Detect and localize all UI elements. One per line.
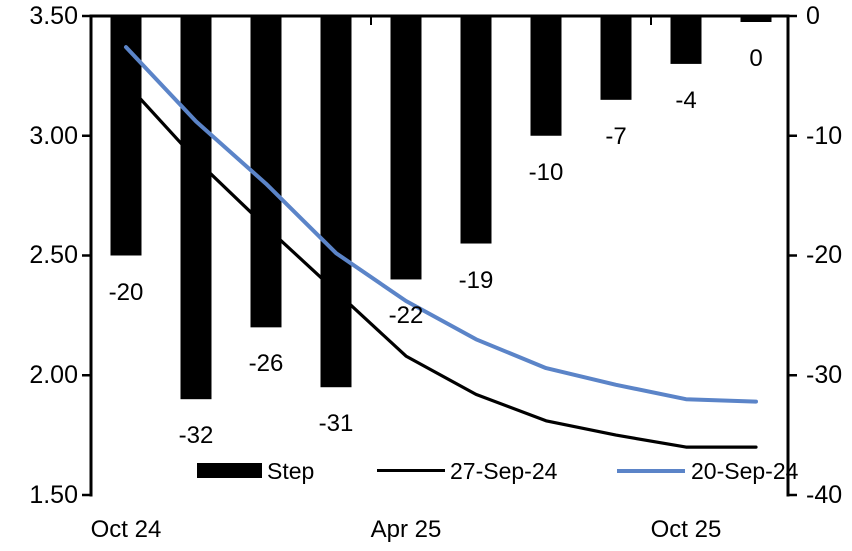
- left-axis-tick-label: 3.50: [29, 2, 78, 30]
- bar-value-label: -7: [605, 122, 627, 150]
- legend-swatch-27-sep-24: [377, 469, 445, 472]
- right-axis-tick-label: 0: [806, 2, 820, 30]
- left-axis-tick-label: 1.50: [29, 481, 78, 509]
- line-20-sep-24: [124, 45, 758, 404]
- bar-step: [250, 16, 282, 328]
- bar-step: [670, 16, 702, 64]
- x-axis-tick-label: Oct 25: [650, 516, 722, 543]
- right-axis-tick-label: -20: [806, 241, 843, 269]
- bar-value-label: 0: [749, 45, 763, 72]
- bar-step: [740, 16, 772, 22]
- bar-step: [600, 16, 632, 100]
- bar-value-label: -20: [108, 278, 144, 306]
- right-axis-tick-label: -40: [806, 481, 843, 509]
- bar-value-label: -22: [388, 302, 424, 330]
- legend-swatch-20-sep-24: [617, 469, 685, 473]
- legend-label-20-sep-24: 20-Sep-24: [691, 458, 799, 484]
- x-axis-tick-label: Oct 24: [90, 516, 162, 543]
- legend-label-step: Step: [267, 458, 315, 484]
- legend-label-27-sep-24: 27-Sep-24: [450, 458, 558, 484]
- line-27-sep-24: [124, 81, 758, 449]
- bar-step: [180, 16, 212, 400]
- left-axis-tick-label: 3.00: [29, 122, 78, 150]
- bar-step: [110, 16, 142, 256]
- bar-step: [530, 16, 562, 136]
- right-axis-tick-label: -30: [806, 361, 843, 389]
- bar-value-label: -4: [675, 86, 697, 114]
- bar-value-label: -10: [528, 158, 564, 186]
- x-axis-tick-label: Apr 25: [370, 516, 442, 543]
- bar-value-label: -32: [178, 422, 214, 450]
- bar-step: [460, 16, 492, 244]
- left-axis-tick-label: 2.50: [29, 241, 78, 269]
- bar-value-label: -31: [318, 410, 354, 438]
- left-axis-tick-label: 2.00: [29, 361, 78, 389]
- bar-step: [320, 16, 352, 388]
- bar-value-label: -26: [248, 350, 284, 378]
- bar-step: [390, 16, 422, 280]
- legend-swatch-step: [197, 463, 262, 478]
- bar-value-label: -19: [458, 266, 494, 294]
- right-axis-tick-label: -10: [806, 122, 843, 150]
